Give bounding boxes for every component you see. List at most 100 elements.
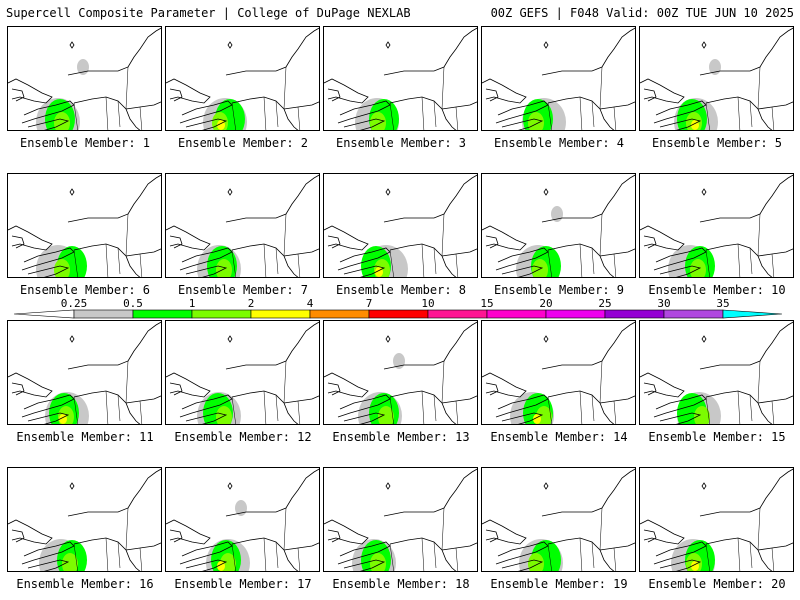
state-borders (705, 507, 775, 571)
colorbar-segment (427, 309, 488, 319)
ensemble-map (324, 321, 477, 424)
ensemble-map (482, 321, 635, 424)
ensemble-map (166, 27, 319, 130)
station-marker-icon (69, 482, 75, 490)
ensemble-map (166, 468, 319, 571)
ensemble-map-panel (165, 26, 320, 131)
state-borders (73, 507, 143, 571)
ensemble-map (166, 174, 319, 277)
scp-contour-fill (54, 112, 70, 130)
ensemble-map (482, 27, 635, 130)
coastline-outline (482, 27, 635, 130)
state-borders (231, 213, 301, 277)
state-borders (547, 360, 617, 424)
ensemble-map (8, 27, 161, 130)
colorbar-tick-label: 20 (539, 297, 552, 310)
ensemble-member-label: Ensemble Member: 1 (19, 136, 151, 150)
ensemble-map (324, 174, 477, 277)
ensemble-map-panel (165, 320, 320, 425)
coastline-outline (166, 174, 319, 277)
ensemble-member-label: Ensemble Member: 7 (177, 283, 309, 297)
ensemble-map (640, 27, 793, 130)
ensemble-map (482, 174, 635, 277)
ensemble-map-panel (7, 26, 162, 131)
coastline-outline (640, 174, 793, 277)
state-borders (231, 360, 301, 424)
colorbar-segment (250, 309, 311, 319)
scp-contour-fill (62, 553, 78, 571)
coastline-outline (166, 321, 319, 424)
coastline-outline (166, 27, 319, 130)
state-borders (705, 213, 775, 277)
scp-contour-fill (694, 406, 710, 424)
colorbar-segment (309, 309, 370, 319)
ensemble-map-panel (481, 26, 636, 131)
state-borders (389, 360, 459, 424)
ensemble-member-label: Ensemble Member: 4 (493, 136, 625, 150)
station-marker-icon (227, 335, 233, 343)
station-marker-icon (543, 482, 549, 490)
ensemble-member-label: Ensemble Member: 8 (335, 283, 467, 297)
state-borders (231, 507, 301, 571)
station-marker-icon (227, 41, 233, 49)
scp-contour-fill (528, 553, 544, 571)
station-marker-icon (543, 335, 549, 343)
coastline-outline (324, 174, 477, 277)
colorbar-segment (368, 309, 429, 319)
colorbar-segment (191, 309, 252, 319)
station-marker-icon (385, 335, 391, 343)
scp-contour-fill (216, 259, 232, 277)
station-marker-icon (385, 41, 391, 49)
coastline-outline (8, 174, 161, 277)
ensemble-map (640, 468, 793, 571)
coastline-outline (166, 468, 319, 571)
state-borders (389, 66, 459, 130)
ensemble-map (640, 321, 793, 424)
station-marker-icon (69, 335, 75, 343)
station-marker-icon (701, 41, 707, 49)
colorbar-segment (486, 309, 547, 319)
ensemble-map (166, 321, 319, 424)
ensemble-member-label: Ensemble Member: 13 (332, 430, 470, 444)
state-borders (73, 360, 143, 424)
colorbar-segment (73, 309, 134, 319)
colorbar-tick-label: 0.5 (123, 297, 143, 310)
colorbar-tick-label: 35 (716, 297, 729, 310)
ensemble-map-panel (639, 320, 794, 425)
colorbar-tick-label: 0.25 (61, 297, 88, 310)
scp-contour-fill (370, 112, 386, 130)
colorbar-tick-label: 1 (189, 297, 196, 310)
station-marker-icon (385, 482, 391, 490)
ensemble-map-panel (481, 467, 636, 572)
ensemble-map-panel (323, 26, 478, 131)
ensemble-map-panel (7, 173, 162, 278)
scp-contour-fill (532, 259, 548, 277)
ensemble-member-label: Ensemble Member: 2 (177, 136, 309, 150)
ensemble-member-label: Ensemble Member: 10 (648, 283, 786, 297)
ensemble-map-panel (481, 320, 636, 425)
ensemble-map-panel (639, 467, 794, 572)
ensemble-member-label: Ensemble Member: 15 (648, 430, 786, 444)
ensemble-map-panel (323, 173, 478, 278)
ensemble-map-panel (481, 173, 636, 278)
state-borders (547, 66, 617, 130)
colorbar-segment (132, 309, 193, 319)
coastline-outline (324, 468, 477, 571)
coastline-outline (324, 321, 477, 424)
station-marker-icon (543, 188, 549, 196)
coastline-outline (324, 27, 477, 130)
colorbar-tick-label: 30 (657, 297, 670, 310)
colorbar-segment (663, 309, 724, 319)
scp-contour-fill (378, 406, 394, 424)
ensemble-member-label: Ensemble Member: 9 (493, 283, 625, 297)
ensemble-member-label: Ensemble Member: 3 (335, 136, 467, 150)
color-scale-legend: 0.25 0.5 1 2 4 7 10 15 20 25 30 35 (13, 297, 783, 319)
ensemble-map-panel (165, 173, 320, 278)
coastline-outline (640, 27, 793, 130)
scp-contour-fill (216, 406, 232, 424)
ensemble-member-label: Ensemble Member: 20 (648, 577, 786, 591)
ensemble-member-label: Ensemble Member: 19 (490, 577, 628, 591)
scp-contour-fill (528, 112, 544, 130)
ensemble-member-label: Ensemble Member: 18 (332, 577, 470, 591)
ensemble-map-panel (639, 26, 794, 131)
